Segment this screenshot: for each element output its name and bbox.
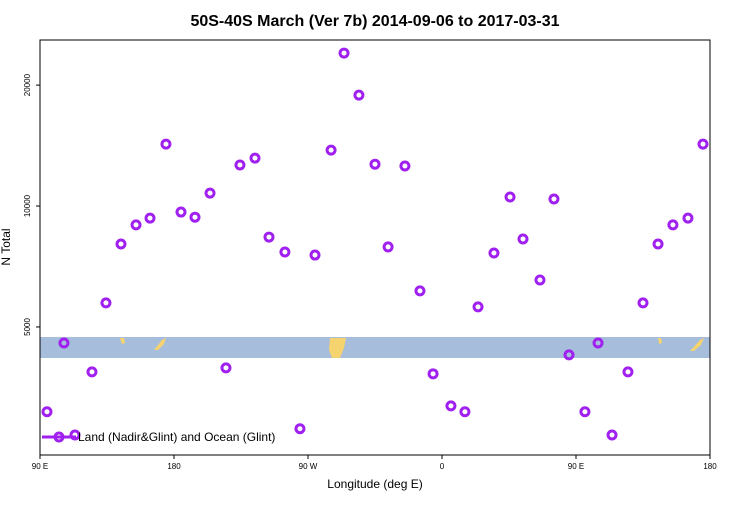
x-tick-label: 0 — [440, 462, 445, 471]
point — [445, 400, 457, 412]
point — [234, 159, 246, 171]
point — [175, 206, 187, 218]
plot-frame — [39, 39, 711, 456]
point — [592, 337, 604, 349]
point — [667, 219, 679, 231]
point — [369, 158, 381, 170]
point — [204, 187, 216, 199]
y-axis-label: N Total — [0, 228, 13, 265]
point — [504, 191, 516, 203]
point — [309, 249, 321, 261]
point — [414, 285, 426, 297]
chart-title: 50S-40S March (Ver 7b) 2014-09-06 to 201… — [190, 13, 559, 30]
point — [697, 138, 709, 150]
point — [86, 366, 98, 378]
legend-marker — [53, 431, 65, 443]
point — [682, 212, 694, 224]
point — [353, 89, 365, 101]
x-tick-label: 180 — [167, 462, 181, 471]
point — [115, 238, 127, 250]
point — [58, 337, 70, 349]
y-tick-label: 20000 — [23, 73, 32, 96]
point — [399, 160, 411, 172]
point — [488, 247, 500, 259]
x-tick-label: 180 — [703, 462, 717, 471]
x-axis-label: Longitude (deg E) — [327, 477, 422, 491]
point — [189, 211, 201, 223]
point — [517, 233, 529, 245]
point — [294, 423, 306, 435]
point — [606, 429, 618, 441]
point — [427, 368, 439, 380]
legend-label: Land (Nadir&Glint) and Ocean (Glint) — [78, 430, 275, 444]
point — [548, 193, 560, 205]
point — [534, 274, 546, 286]
point — [325, 144, 337, 156]
point — [41, 406, 53, 418]
x-tick-label: 90 W — [299, 462, 318, 471]
point — [338, 47, 350, 59]
point — [459, 406, 471, 418]
point — [220, 362, 232, 374]
point — [130, 219, 142, 231]
point — [579, 406, 591, 418]
point — [622, 366, 634, 378]
point — [249, 152, 261, 164]
point — [160, 138, 172, 150]
point — [472, 301, 484, 313]
point — [263, 231, 275, 243]
map-strip — [40, 337, 710, 358]
point — [637, 297, 649, 309]
point — [69, 429, 81, 441]
point — [652, 238, 664, 250]
point — [279, 246, 291, 258]
point — [382, 241, 394, 253]
y-tick-label: 10000 — [23, 194, 32, 217]
point — [100, 297, 112, 309]
y-tick-label: 5000 — [23, 318, 32, 336]
x-tick-label: 90 E — [32, 462, 48, 471]
point — [563, 349, 575, 361]
point — [144, 212, 156, 224]
x-tick-label: 90 E — [568, 462, 584, 471]
